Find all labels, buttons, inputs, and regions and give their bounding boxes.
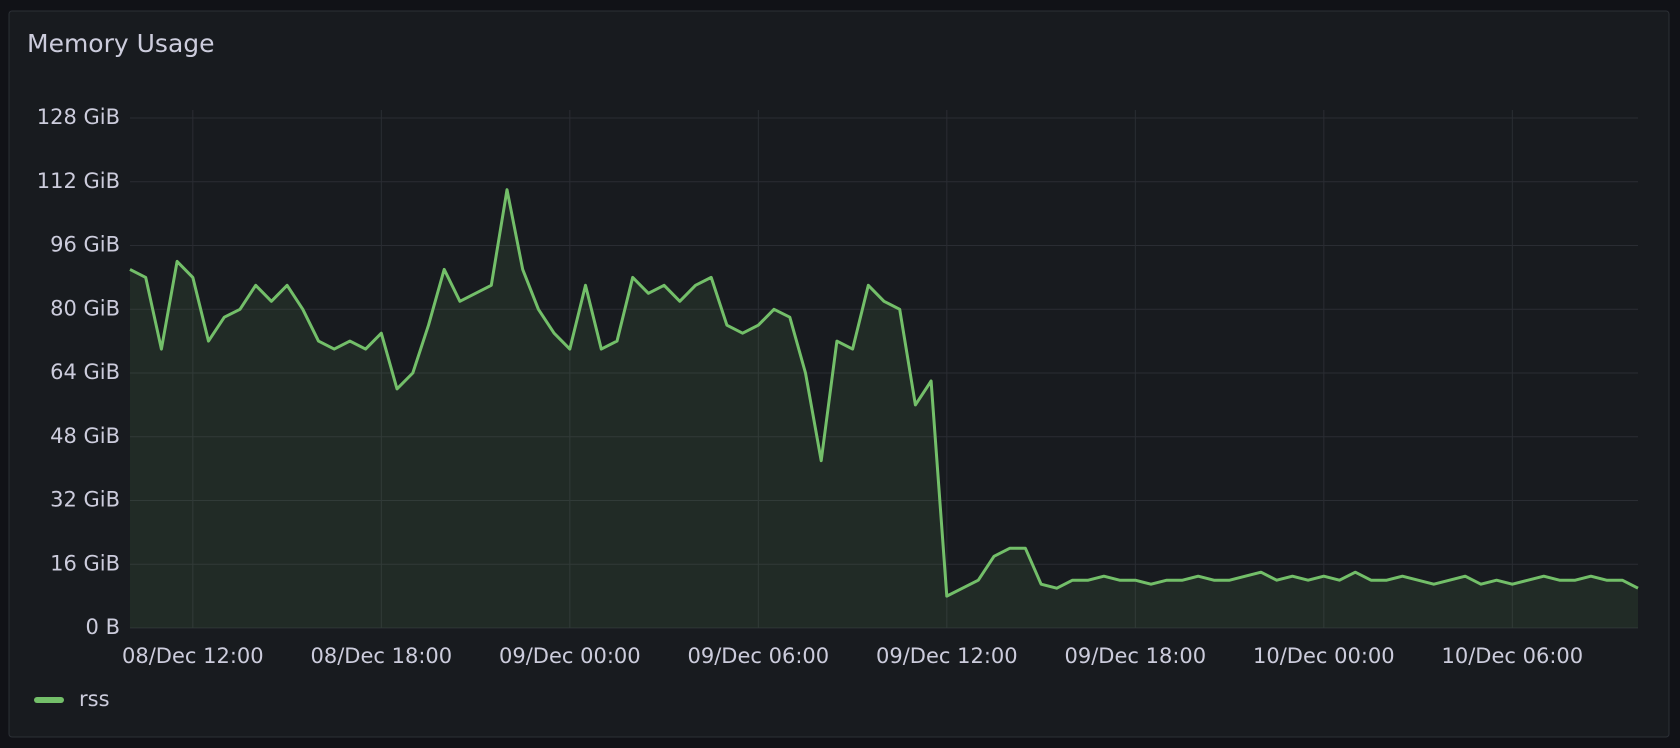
y-tick-label: 80 GiB <box>50 296 120 320</box>
series-area <box>130 189 1638 628</box>
x-tick-label: 09/Dec 12:00 <box>876 644 1018 668</box>
x-tick-label: 08/Dec 18:00 <box>311 644 453 668</box>
legend-label: rss <box>79 687 110 711</box>
x-tick-label: 10/Dec 06:00 <box>1442 644 1584 668</box>
x-tick-label: 09/Dec 06:00 <box>688 644 830 668</box>
y-tick-label: 64 GiB <box>50 360 120 384</box>
panel-frame <box>8 10 1670 738</box>
y-tick-label: 16 GiB <box>50 551 120 575</box>
x-tick-label: 10/Dec 00:00 <box>1253 644 1395 668</box>
x-tick-label: 08/Dec 12:00 <box>122 644 264 668</box>
y-tick-label: 128 GiB <box>37 105 120 129</box>
x-tick-label: 09/Dec 18:00 <box>1065 644 1207 668</box>
y-tick-label: 0 B <box>86 615 120 639</box>
series-line <box>129 188 1639 598</box>
y-tick-label: 112 GiB <box>37 169 120 193</box>
panel-title: Memory Usage <box>27 29 215 58</box>
y-tick-label: 48 GiB <box>50 424 120 448</box>
x-tick-label: 09/Dec 00:00 <box>499 644 641 668</box>
y-tick-label: 96 GiB <box>50 233 120 257</box>
y-tick-label: 32 GiB <box>50 488 120 512</box>
